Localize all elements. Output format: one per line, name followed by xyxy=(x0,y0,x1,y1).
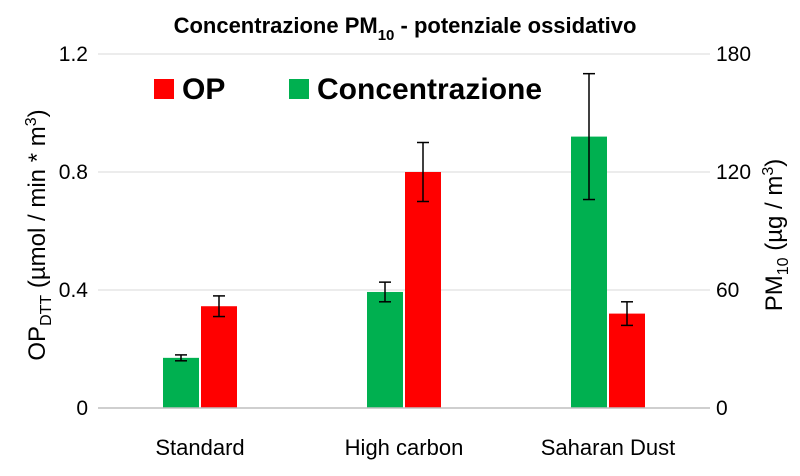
bar-concentrazione xyxy=(367,291,403,408)
bar-op xyxy=(201,306,237,408)
bar-op xyxy=(405,172,441,408)
x-tick-label: Standard xyxy=(155,435,244,460)
y-right-tick-label: 0 xyxy=(716,397,728,420)
y-right-tick-label: 60 xyxy=(716,279,739,302)
bar-op xyxy=(609,313,645,408)
legend-swatch-op xyxy=(154,79,174,99)
bars xyxy=(163,136,645,408)
bar-concentrazione xyxy=(163,357,199,408)
y-left-tick-label: 0.8 xyxy=(59,161,88,184)
y-left-axis-title: OPDTT (µmol / min * m3) xyxy=(23,109,55,360)
legend: OP Concentrazione xyxy=(154,73,542,106)
y-right-axis-title: PM10 (µg / m3) xyxy=(760,159,792,312)
y-right-tick-label: 180 xyxy=(716,43,751,66)
y-left-tick-label: 0.4 xyxy=(59,279,89,302)
error-bars xyxy=(175,72,633,362)
legend-label-concentrazione: Concentrazione xyxy=(317,73,542,106)
y-right-tick-label: 120 xyxy=(716,161,751,184)
y-left-tick-label: 1.2 xyxy=(59,43,88,66)
axes: 0 0.4 0.8 1.2 0 60 120 180 Standard High carbon Sa… xyxy=(59,43,751,460)
x-tick-label: High carbon xyxy=(345,435,464,460)
legend-label-op: OP xyxy=(182,73,225,106)
x-tick-label: Saharan Dust xyxy=(541,435,676,460)
chart-title: Concentrazione PM10 - potenziale ossidat… xyxy=(174,13,637,44)
gridlines xyxy=(98,53,710,291)
y-left-tick-label: 0 xyxy=(76,397,88,420)
legend-swatch-concentrazione xyxy=(289,79,309,99)
